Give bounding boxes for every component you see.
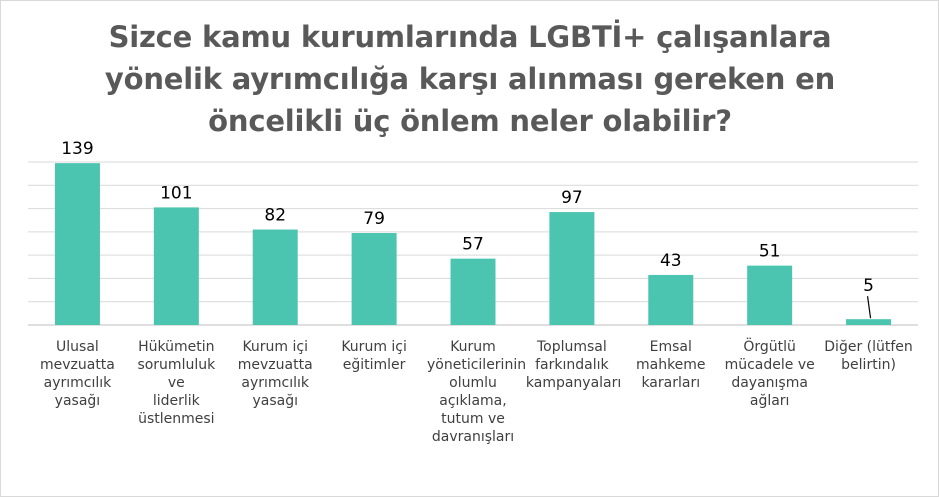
category-label-line: Toplumsal xyxy=(536,339,607,355)
data-label: 43 xyxy=(660,251,682,271)
category-label: Emsal mahkeme kararları xyxy=(625,338,717,392)
category-label: Kurum yöneticilerinin olumlu açıklama, tutum… xyxy=(427,338,527,446)
category-label-line: eğitimler xyxy=(342,357,406,373)
category-label-line: mahkeme xyxy=(635,357,706,373)
category-label-line: kampanyaları xyxy=(525,375,622,391)
category-label-line: Kurum içi xyxy=(242,339,308,355)
data-label: 97 xyxy=(561,188,583,208)
data-label: 5 xyxy=(863,276,874,296)
category-label-line: Hükümetin xyxy=(138,339,215,355)
category-label-line: Örgütlü xyxy=(743,339,796,355)
category-label-line: Kurum içi xyxy=(341,339,407,355)
data-label: 79 xyxy=(363,209,385,229)
data-label: 51 xyxy=(759,242,781,262)
category-label-line: mevzuatta xyxy=(39,357,115,373)
category-label: Kurum içi eğitimler xyxy=(328,338,420,374)
chart-title-line-3: öncelikli üç önlem neler olabilir? xyxy=(208,104,732,138)
bar xyxy=(450,258,496,325)
category-label-line: yöneticilerinin xyxy=(427,357,527,373)
bar xyxy=(747,265,793,325)
category-label-line: mücadele ve xyxy=(724,357,815,373)
data-label: 57 xyxy=(462,235,484,255)
bar xyxy=(252,229,298,325)
category-label: Hükümetin sorumluluk ve liderlik üstlenmesi xyxy=(130,338,222,428)
category-label-line: ayrımcılık xyxy=(241,375,310,391)
data-label: 101 xyxy=(160,183,192,203)
category-label-line: yasağı xyxy=(252,393,298,409)
chart-title-line-1: Sizce kamu kurumlarında LGBTİ+ çalışanla… xyxy=(108,20,832,54)
category-label-line: sorumluluk ve xyxy=(137,357,216,391)
category-label-line: davranışları xyxy=(431,429,515,445)
category-label-line: liderlik xyxy=(152,393,200,409)
category-label: Diğer (lütfen belirtin) xyxy=(823,338,915,374)
bar xyxy=(846,319,892,325)
bar xyxy=(153,207,199,325)
category-label-line: Kurum xyxy=(450,339,496,355)
category-label-line: Diğer (lütfen xyxy=(824,339,913,355)
category-label-line: yasağı xyxy=(54,393,101,409)
bar xyxy=(648,274,694,325)
category-label: Kurum içi mevzuatta ayrımcılık yasağı xyxy=(229,338,321,410)
category-label-line: kararları xyxy=(641,375,701,391)
category-label-line: ağları xyxy=(749,393,790,409)
category-label-line: olumlu xyxy=(449,375,497,391)
category-label: Ulusal mevzuatta ayrımcılık yasağı xyxy=(31,338,123,410)
category-label-line: dayanışma xyxy=(731,375,808,391)
data-label: 139 xyxy=(61,139,93,159)
category-label-line: açıklama, xyxy=(439,393,507,409)
category-label-line: mevzuatta xyxy=(237,357,313,373)
category-label-line: tutum ve xyxy=(441,411,505,427)
bar xyxy=(351,233,397,325)
bar xyxy=(549,212,595,325)
category-label: Toplumsal farkındalık kampanyaları xyxy=(525,338,622,392)
category-label-line: Emsal xyxy=(649,339,692,355)
chart-title: Sizce kamu kurumlarında LGBTİ+ çalışanla… xyxy=(60,16,880,142)
category-label: Örgütlü mücadele ve dayanışma ağları xyxy=(724,338,816,410)
chart-title-line-2: yönelik ayrımcılığa karşı alınması gerek… xyxy=(104,62,836,96)
category-label-line: Ulusal xyxy=(56,339,99,355)
category-label-line: üstlenmesi xyxy=(138,411,215,427)
category-label-line: ayrımcılık xyxy=(43,375,112,391)
category-label-line: farkındalık xyxy=(535,357,609,373)
data-label: 82 xyxy=(264,206,286,226)
leader-line xyxy=(866,296,872,319)
bar xyxy=(54,163,100,325)
category-label-line: belirtin) xyxy=(841,357,896,373)
